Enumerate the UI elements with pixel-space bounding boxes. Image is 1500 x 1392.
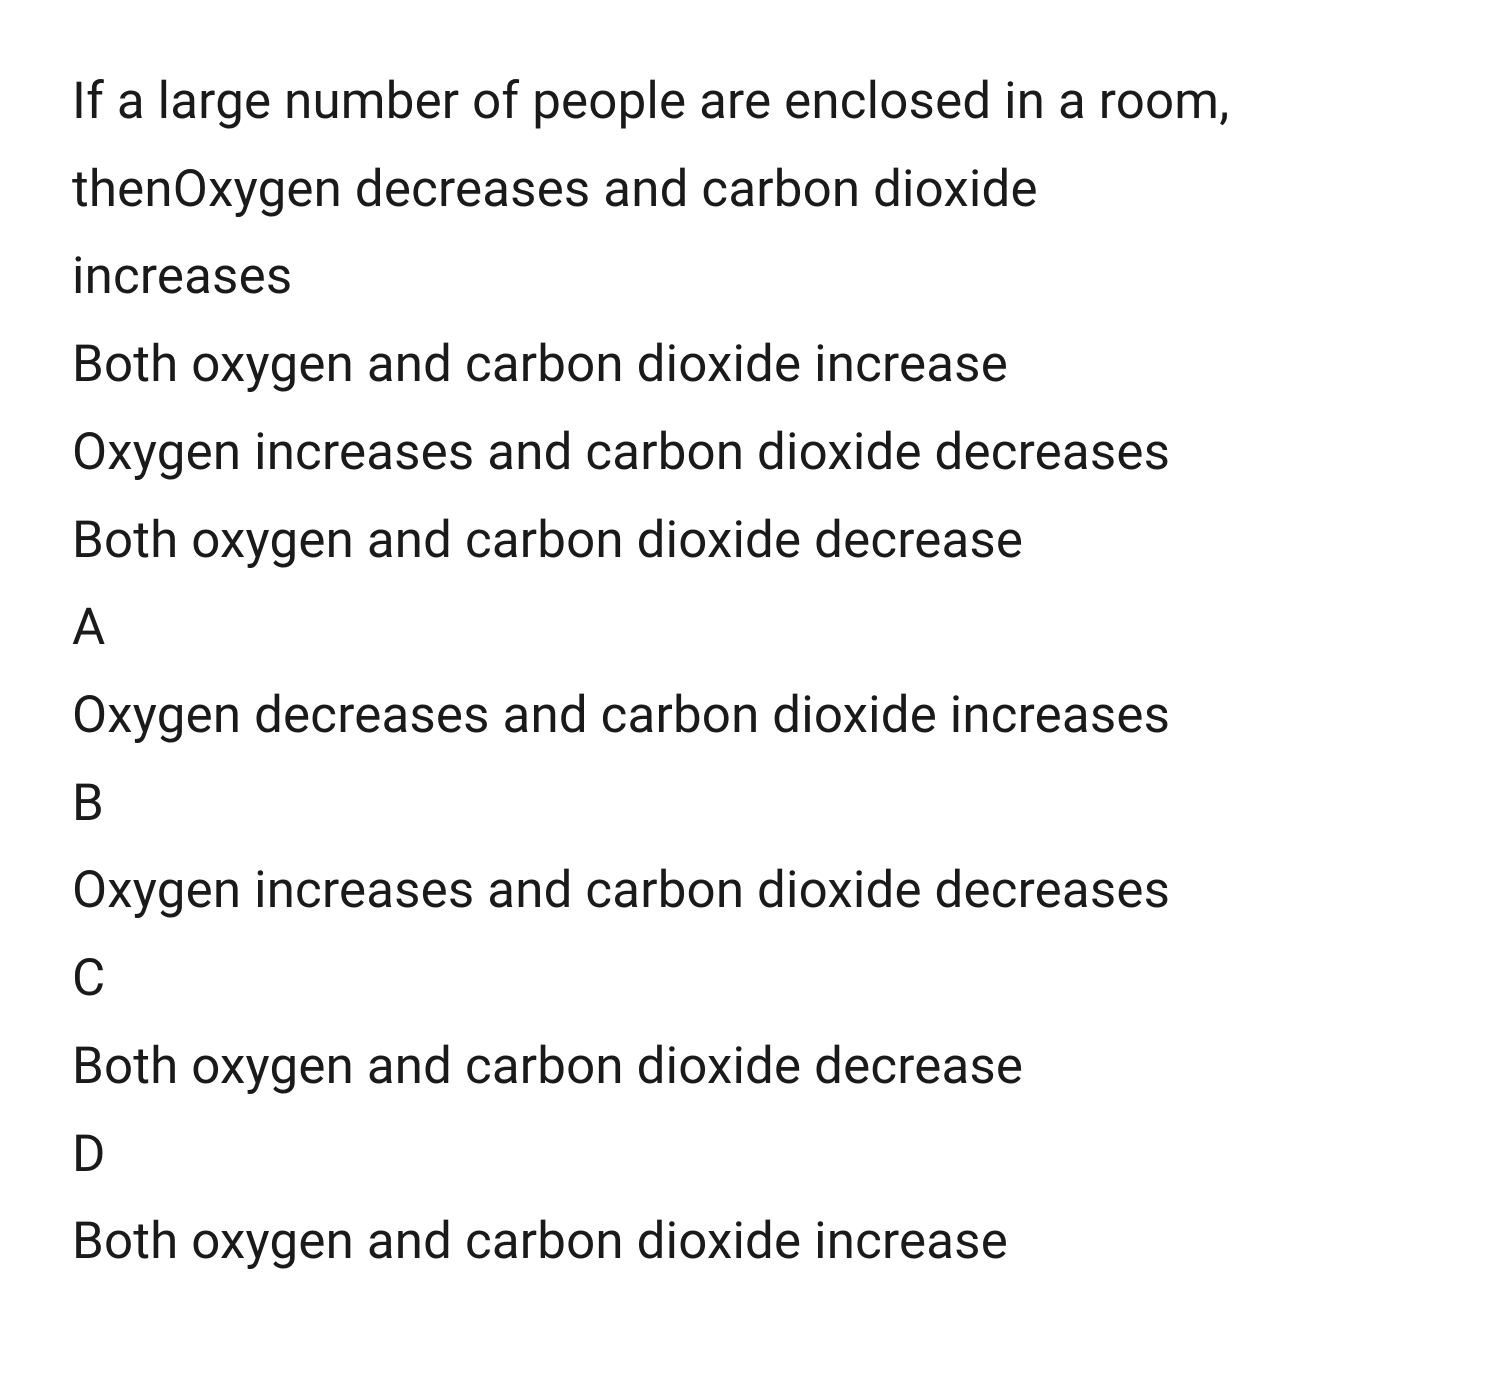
option-label-a: A [72,584,1428,672]
question-content: If a large number of people are enclosed… [0,0,1500,1344]
option-label-b: B [72,760,1428,848]
text-line: Both oxygen and carbon dioxide decrease [72,497,1428,585]
text-line: If a large number of people are enclosed… [72,58,1428,146]
text-line: thenOxygen decreases and carbon dioxide [72,146,1428,234]
text-line: increases [72,233,1428,321]
option-text-b: Oxygen increases and carbon dioxide decr… [72,847,1428,935]
text-line: Both oxygen and carbon dioxide increase [72,321,1428,409]
option-text-a: Oxygen decreases and carbon dioxide incr… [72,672,1428,760]
option-text-c: Both oxygen and carbon dioxide decrease [72,1023,1428,1111]
option-text-d: Both oxygen and carbon dioxide increase [72,1198,1428,1286]
option-label-d: D [72,1111,1428,1199]
text-line: Oxygen increases and carbon dioxide decr… [72,409,1428,497]
option-label-c: C [72,935,1428,1023]
